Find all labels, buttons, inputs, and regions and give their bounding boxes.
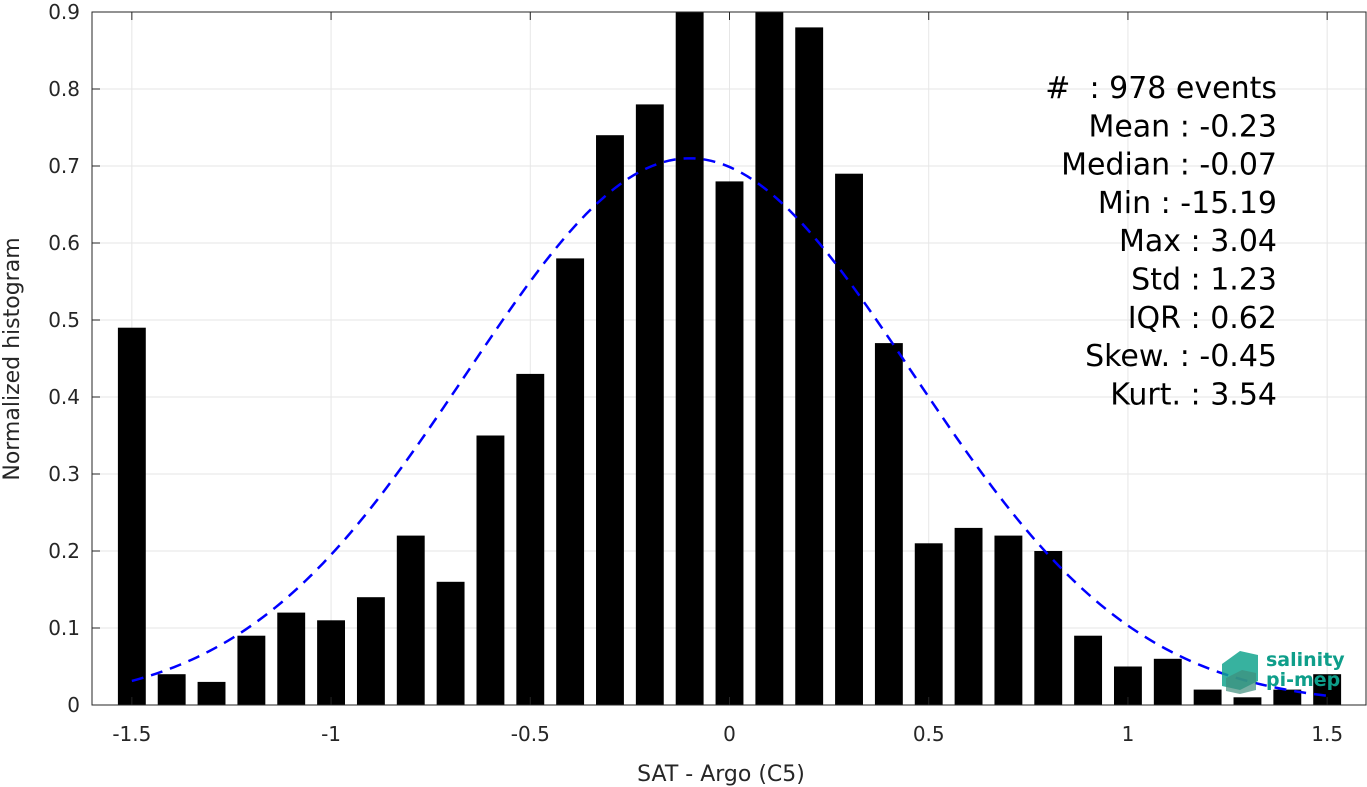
histogram-bar (117, 327, 146, 705)
stat-line: Skew. : -0.45 (1085, 339, 1277, 374)
histogram-bar (795, 27, 824, 705)
histogram-bar (1233, 697, 1262, 705)
histogram-bar (596, 135, 624, 705)
histogram-bar (1034, 551, 1063, 705)
stat-line: Max : 3.04 (1119, 224, 1277, 259)
histogram-bar (1074, 635, 1103, 705)
logo-graphic-shadow (1226, 670, 1256, 694)
histogram-bar (356, 597, 385, 705)
x-tick-label: 0.5 (913, 722, 945, 746)
x-tick-label: 1.5 (1311, 722, 1343, 746)
y-tick-label: 0.8 (48, 77, 80, 101)
stat-line: Std : 1.23 (1131, 263, 1277, 298)
stat-line: IQR : 0.62 (1128, 301, 1277, 336)
histogram-bar (1153, 658, 1182, 705)
stat-line: Mean : -0.23 (1088, 109, 1277, 144)
histogram-bar (715, 181, 744, 705)
y-tick-label: 0.3 (48, 462, 80, 486)
histogram-bar (516, 373, 545, 705)
y-tick-label: 0.2 (48, 539, 80, 563)
histogram-bar (436, 581, 465, 705)
histogram-bar (556, 258, 585, 705)
ticks (92, 11, 1328, 706)
stat-line: Kurt. : 3.54 (1110, 377, 1277, 412)
x-axis-label: SAT - Argo (C5) (637, 762, 805, 787)
histogram-bar (1193, 689, 1222, 705)
salinity-pi-mep-logo: salinity pi-mep (1222, 649, 1345, 694)
x-tick-labels: -1.5 -1 -0.5 0 0.5 1 1.5 (112, 722, 1343, 746)
logo-text-line1: salinity (1266, 649, 1345, 671)
histogram-bar (755, 12, 784, 705)
histogram-bar (1273, 689, 1302, 705)
histogram-bar (197, 681, 226, 705)
y-tick-labels: 0 0.1 0.2 0.3 0.4 0.5 0.6 0.7 0.8 0.9 (48, 0, 80, 717)
bars (117, 12, 1342, 705)
x-tick-label: -1 (321, 722, 341, 746)
y-axis-label: Normalized histogram (0, 237, 25, 480)
histogram-bar (237, 635, 266, 705)
stat-line: Min : -15.19 (1098, 186, 1277, 221)
y-tick-label: 0.5 (48, 308, 80, 332)
y-tick-label: 0 (67, 693, 80, 717)
histogram-bar (914, 543, 943, 705)
histogram-bar (954, 527, 983, 705)
y-tick-label: 0.4 (48, 385, 80, 409)
histogram-bar (396, 535, 425, 705)
histogram-bar (835, 173, 863, 705)
histogram-bar (994, 535, 1023, 705)
logo-text-line2: pi-mep (1266, 669, 1340, 691)
histogram-bar (157, 674, 186, 705)
histogram-bar (874, 343, 903, 705)
stat-line: Median : -0.07 (1061, 148, 1277, 183)
histogram-bar (317, 620, 346, 705)
histogram-bar (476, 435, 505, 705)
y-tick-label: 0.7 (48, 154, 80, 178)
gaussian-fit-curve (131, 157, 1328, 698)
x-tick-label: 1 (1122, 722, 1135, 746)
histogram-bar (635, 104, 664, 705)
x-tick-label: -0.5 (511, 722, 550, 746)
y-tick-label: 0.6 (48, 231, 80, 255)
y-tick-label: 0.9 (48, 0, 80, 24)
histogram-bar (675, 12, 704, 705)
y-tick-label: 0.1 (48, 616, 80, 640)
x-tick-label: 0 (723, 722, 736, 746)
stat-line: # : 978 events (1045, 71, 1277, 106)
x-tick-label: -1.5 (112, 722, 151, 746)
histogram-bar (277, 612, 306, 705)
